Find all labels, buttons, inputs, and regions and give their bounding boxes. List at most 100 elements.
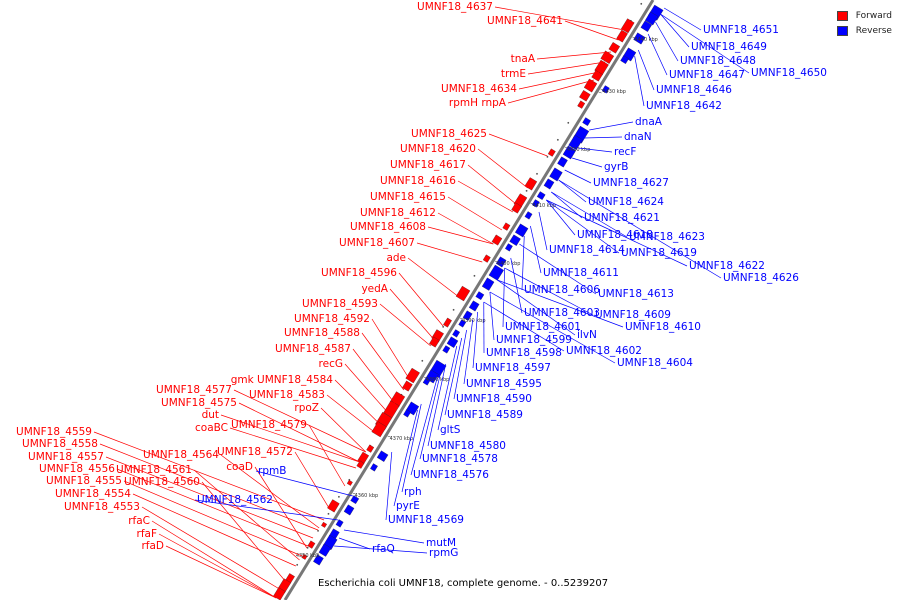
reverse-gene: [462, 310, 473, 321]
forward-gene-label: rpmH rnpA: [449, 97, 507, 109]
forward-gene: [429, 336, 440, 348]
leader-line: [416, 242, 483, 263]
reverse-gene: [313, 554, 324, 566]
reverse-gene-label: UMNF18_4599: [496, 334, 572, 346]
reverse-gene: [582, 117, 591, 127]
tick-label: 4390 kbp: [462, 318, 486, 324]
backbone-dot: [525, 189, 528, 192]
tick-label: 4430 kbp: [602, 89, 626, 95]
reverse-gene: [446, 336, 459, 348]
leader-line: [558, 179, 722, 279]
forward-gene-label: rfaD: [141, 540, 164, 552]
tick-label: 4380 kbp: [426, 377, 450, 383]
tick-mark: [352, 492, 356, 495]
leader-line: [453, 329, 467, 400]
leader-line: [546, 199, 576, 236]
backbone-dot: [327, 512, 330, 515]
legend-item-forward: Forward: [836, 8, 892, 23]
reverse-gene-label: UMNF18_4569: [388, 514, 464, 526]
tick-label: 4400 kbp: [497, 261, 521, 267]
reverse-gene-label: UMNF18_4651: [703, 24, 779, 36]
leader-line: [389, 288, 435, 341]
leader-line: [437, 212, 494, 245]
legend-item-reverse: Reverse: [836, 23, 892, 38]
leader-line: [483, 301, 565, 352]
forward-gene-label: UMNF18_4559: [16, 426, 92, 438]
reverse-gene: [335, 519, 344, 528]
forward-gene: [608, 42, 621, 54]
leader-line: [398, 272, 444, 327]
forward-gene: [366, 444, 375, 453]
legend: Forward Reverse: [836, 8, 892, 38]
leader-line: [463, 319, 474, 385]
reverse-gene-label: UMNF18_4648: [680, 55, 756, 67]
forward-gene-label: rfaC: [128, 515, 150, 527]
reverse-gene: [514, 223, 529, 238]
reverse-gene-label: UMNF18_4627: [593, 177, 669, 189]
reverse-gene: [633, 32, 646, 45]
forward-gene-label: UMNF18_4617: [390, 159, 466, 171]
leader-line: [151, 520, 277, 599]
forward-gene: [547, 148, 556, 157]
forward-gene-label: ade: [386, 252, 406, 264]
forward-gene: [307, 540, 316, 549]
forward-gene: [327, 499, 340, 513]
forward-gene: [482, 254, 491, 263]
forward-gene-label: UMNF18_4615: [370, 191, 446, 203]
backbone-dot: [421, 359, 424, 362]
forward-gene-label: UMNF18_4587: [275, 343, 351, 355]
reverse-gene-label: UMNF18_4618: [577, 229, 653, 241]
reverse-gene: [644, 11, 659, 26]
reverse-gene: [509, 234, 521, 246]
reverse-gene-label: dnaA: [635, 116, 663, 128]
forward-gene-label: UMNF18_4575: [161, 397, 237, 409]
reverse-gene-label: UMNF18_4614: [549, 244, 625, 256]
backbone-dot: [536, 172, 538, 175]
forward-gene-label: dut: [202, 409, 219, 421]
reverse-gene-label: rph: [404, 486, 422, 498]
reverse-gene: [481, 277, 495, 291]
reverse-gene-label: rpmB: [258, 465, 286, 477]
forward-gene: [356, 460, 365, 469]
reverse-gene: [524, 211, 533, 220]
legend-reverse-label: Reverse: [855, 25, 892, 36]
reverse-gene-label: UMNF18_4602: [566, 345, 642, 357]
reverse-gene-label: UMNF18_4597: [475, 362, 551, 374]
leader-line: [437, 345, 458, 431]
leader-line: [379, 303, 432, 347]
forward-gene-label: UMNF18_4588: [284, 327, 360, 339]
forward-gene-label: UMNF18_4612: [360, 207, 436, 219]
reverse-gene-label: dnaN: [624, 131, 652, 143]
leader-line: [93, 431, 325, 521]
leader-line: [410, 377, 438, 476]
tick-label: 4350 kbp: [296, 553, 320, 559]
reverse-gene-label: UMNF18_4619: [621, 247, 697, 259]
forward-gene-label: UMNF18_4593: [302, 298, 378, 310]
forward-gene: [524, 177, 538, 191]
leader-line: [419, 371, 442, 460]
forward-gene-label: UMNF18_4560: [124, 476, 200, 488]
forward-gene-label: UMNF18_4564: [143, 449, 219, 461]
forward-gene-label: UMNF18_4557: [28, 451, 104, 463]
backbone-dot: [442, 325, 445, 328]
leader-line: [427, 226, 494, 245]
forward-gene-label: recG: [319, 358, 343, 370]
reverse-gene-label: UMNF18_4609: [595, 309, 671, 321]
leader-line: [571, 157, 603, 168]
forward-gene-label: UMNF18_4554: [55, 488, 131, 500]
backbone-dot: [640, 2, 643, 5]
forward-gene-label: UMNF18_4555: [46, 475, 122, 487]
reverse-gene: [475, 291, 485, 301]
leader-line: [497, 279, 624, 328]
reverse-gene-label: UMNF18_4578: [422, 453, 498, 465]
leader-line: [489, 291, 616, 364]
backbone-dot: [567, 121, 570, 124]
leader-line: [551, 191, 628, 238]
forward-gene: [579, 90, 591, 102]
reverse-gene-label: UMNF18_4626: [723, 272, 799, 284]
forward-gene-label: UMNF18_4596: [321, 267, 397, 279]
leader-line: [494, 6, 625, 31]
leader-line: [589, 121, 634, 131]
leader-line: [507, 79, 595, 104]
reverse-gene: [549, 167, 563, 182]
